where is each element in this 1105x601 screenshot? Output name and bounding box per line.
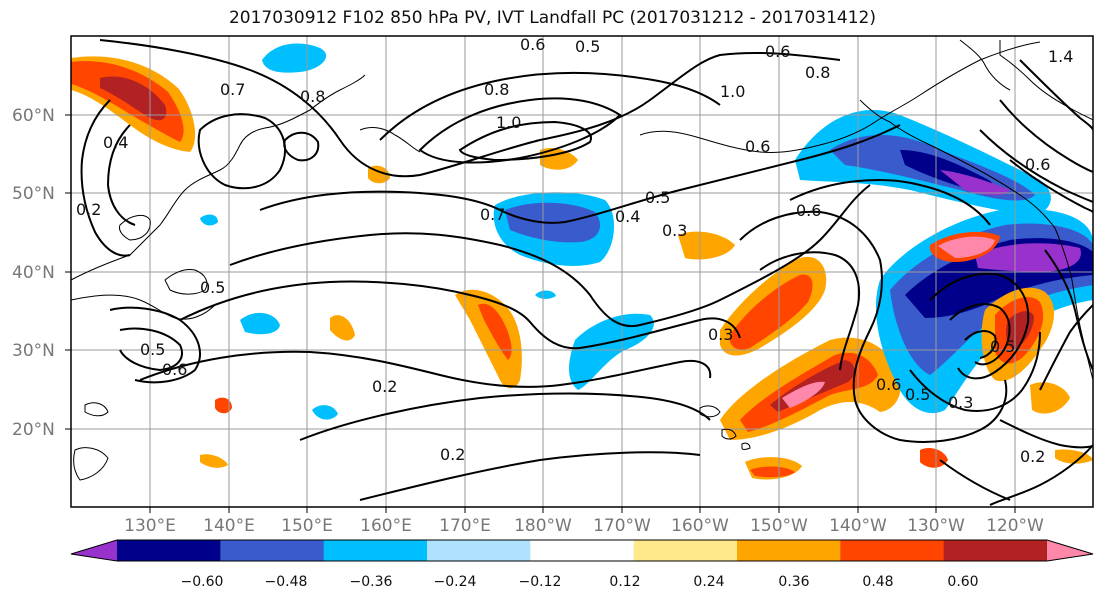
colorbar-ticks: −0.60 −0.48 −0.36 −0.24 −0.12 0.12 0.24 … xyxy=(181,574,979,590)
colorbar-segments xyxy=(71,540,1093,561)
contour-label: 0.8 xyxy=(805,63,830,82)
contour-label: 0.3 xyxy=(708,325,733,344)
colorbar-tick-label: 0.48 xyxy=(862,574,893,590)
lon-label: 170°E xyxy=(439,516,491,536)
latitude-axis: 60°N 50°N 40°N 30°N 20°N xyxy=(12,106,71,440)
lon-label: 140°W xyxy=(829,516,887,536)
colorbar-tick-label: −0.24 xyxy=(434,574,477,590)
longitude-axis: 130°E 140°E 150°E 160°E 170°E 180°W 170°… xyxy=(124,507,1044,536)
contour-labels: 0.6 0.5 0.6 0.8 0.7 0.8 0.8 1.0 1.0 0.4 … xyxy=(76,35,1073,466)
contour-label: 1.0 xyxy=(496,113,521,132)
contour-label: 0.2 xyxy=(372,377,397,396)
colorbar-tick-label: −0.36 xyxy=(350,574,393,590)
contour-label: 0.4 xyxy=(615,207,640,226)
map-gridlines xyxy=(71,36,1093,507)
colorbar-tick-label: 0.36 xyxy=(778,574,809,590)
coastlines xyxy=(71,39,1093,481)
pv-shading xyxy=(71,43,1093,480)
contour-label: 0.5 xyxy=(140,340,165,359)
lat-label: 50°N xyxy=(12,184,55,204)
colorbar-segment xyxy=(323,540,428,561)
colorbar-segment xyxy=(220,540,325,561)
contour-label: 0.5 xyxy=(645,188,670,207)
contour-label: 0.6 xyxy=(796,201,821,220)
contour-label: 0.8 xyxy=(484,80,509,99)
lat-label: 20°N xyxy=(12,420,55,440)
lon-label: 130°E xyxy=(124,516,176,536)
lon-label: 160°W xyxy=(671,516,729,536)
lon-label: 150°E xyxy=(281,516,333,536)
contour-label: 0.8 xyxy=(300,87,325,106)
contour-label: 0.5 xyxy=(575,37,600,56)
contour-label: 0.3 xyxy=(948,393,973,412)
contour-label: 0.6 xyxy=(162,360,187,379)
colorbar-tick-label: 0.24 xyxy=(693,574,724,590)
contour-label: 0.7 xyxy=(480,205,505,224)
colorbar-segment xyxy=(633,540,738,561)
contour-label: 1.0 xyxy=(720,82,745,101)
colorbar-segment xyxy=(840,540,945,561)
colorbar-tick-label: −0.12 xyxy=(519,574,562,590)
colorbar-tick-label: −0.60 xyxy=(181,574,224,590)
contour-label: 0.7 xyxy=(220,80,245,99)
contour-label: 0.6 xyxy=(745,137,770,156)
colorbar-outline xyxy=(70,539,1094,562)
colorbar: −0.60 −0.48 −0.36 −0.24 −0.12 0.12 0.24 … xyxy=(70,539,1094,590)
contour-label: 0.6 xyxy=(876,375,901,394)
contour-label: 0.6 xyxy=(520,35,545,54)
map-title: 2017030912 F102 850 hPa PV, IVT Landfall… xyxy=(228,8,876,28)
lon-label: 150°W xyxy=(750,516,808,536)
lon-label: 140°E xyxy=(203,516,255,536)
colorbar-tick-label: 0.60 xyxy=(947,574,978,590)
lon-label: 130°W xyxy=(907,516,965,536)
contour-label: 0.2 xyxy=(440,445,465,464)
contour-label: 0.5 xyxy=(990,337,1015,356)
contour-label: 0.2 xyxy=(1020,447,1045,466)
lat-label: 30°N xyxy=(12,341,55,361)
colorbar-tick-label: 0.12 xyxy=(609,574,640,590)
contour-label: 0.6 xyxy=(1025,155,1050,174)
lon-label: 160°E xyxy=(360,516,412,536)
colorbar-segment xyxy=(943,540,1048,561)
colorbar-segment xyxy=(737,540,841,561)
colorbar-segment xyxy=(530,540,635,561)
contour-label: 0.4 xyxy=(103,133,128,152)
contour-label: 1.4 xyxy=(1048,47,1073,66)
contour-label: 0.5 xyxy=(905,385,930,404)
lon-label: 120°W xyxy=(986,516,1044,536)
contour-label: 0.6 xyxy=(765,42,790,61)
contour-label: 0.2 xyxy=(76,200,101,219)
ivt-contours xyxy=(80,39,1093,506)
colorbar-segment xyxy=(117,540,221,561)
contour-label: 0.3 xyxy=(662,221,687,240)
lon-label: 180°W xyxy=(514,516,572,536)
colorbar-tick-label: −0.48 xyxy=(265,574,308,590)
contour-label: 0.5 xyxy=(200,278,225,297)
lat-label: 60°N xyxy=(12,106,55,126)
colorbar-segment xyxy=(427,540,531,561)
lon-label: 170°W xyxy=(593,516,651,536)
lat-label: 40°N xyxy=(12,263,55,283)
